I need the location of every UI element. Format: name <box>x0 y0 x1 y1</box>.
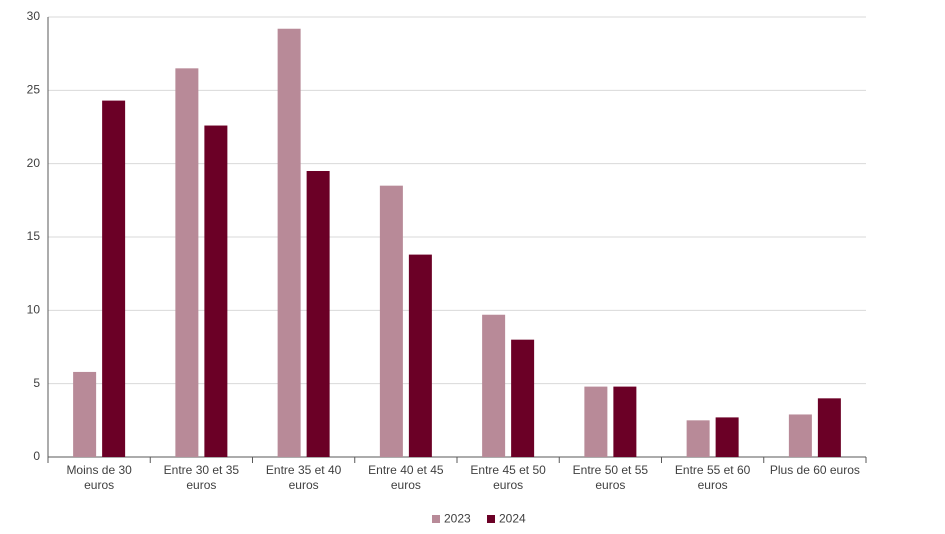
bar <box>511 339 535 457</box>
bar <box>204 125 228 458</box>
bar <box>817 398 841 457</box>
bar <box>175 68 199 457</box>
legend-swatch <box>487 515 495 523</box>
bar <box>379 185 403 457</box>
x-tick-label: Entre 40 et 45 euros <box>368 463 444 492</box>
x-tick-label: Plus de 60 euros <box>769 463 860 477</box>
y-tick-label: 30 <box>27 9 41 23</box>
y-tick-label: 5 <box>33 376 40 390</box>
legend-label: 2024 <box>499 512 526 526</box>
bar <box>788 414 812 457</box>
bar <box>408 254 432 457</box>
bar <box>277 28 301 457</box>
x-tick-label: Entre 30 et 35 euros <box>163 463 240 492</box>
bar <box>715 417 739 457</box>
bar <box>102 100 126 457</box>
bar <box>482 314 506 457</box>
bar <box>613 386 637 457</box>
bar <box>306 171 330 457</box>
bar <box>686 420 710 457</box>
y-tick-label: 25 <box>27 83 41 97</box>
x-tick-label: Entre 50 et 55 euros <box>572 463 649 492</box>
x-tick-label: Entre 45 et 50 euros <box>470 463 546 492</box>
y-tick-label: 10 <box>27 303 41 317</box>
y-tick-label: 15 <box>27 229 41 243</box>
x-tick-label: Entre 55 et 60 euros <box>674 463 751 492</box>
x-tick-label: Entre 35 et 40 euros <box>265 463 342 492</box>
bar <box>73 371 97 457</box>
bar <box>584 386 608 457</box>
x-tick-label: Moins de 30 euros <box>66 463 132 492</box>
y-tick-label: 0 <box>33 449 40 463</box>
legend-label: 2023 <box>444 512 471 526</box>
legend-swatch <box>432 515 440 523</box>
y-tick-label: 20 <box>27 156 41 170</box>
